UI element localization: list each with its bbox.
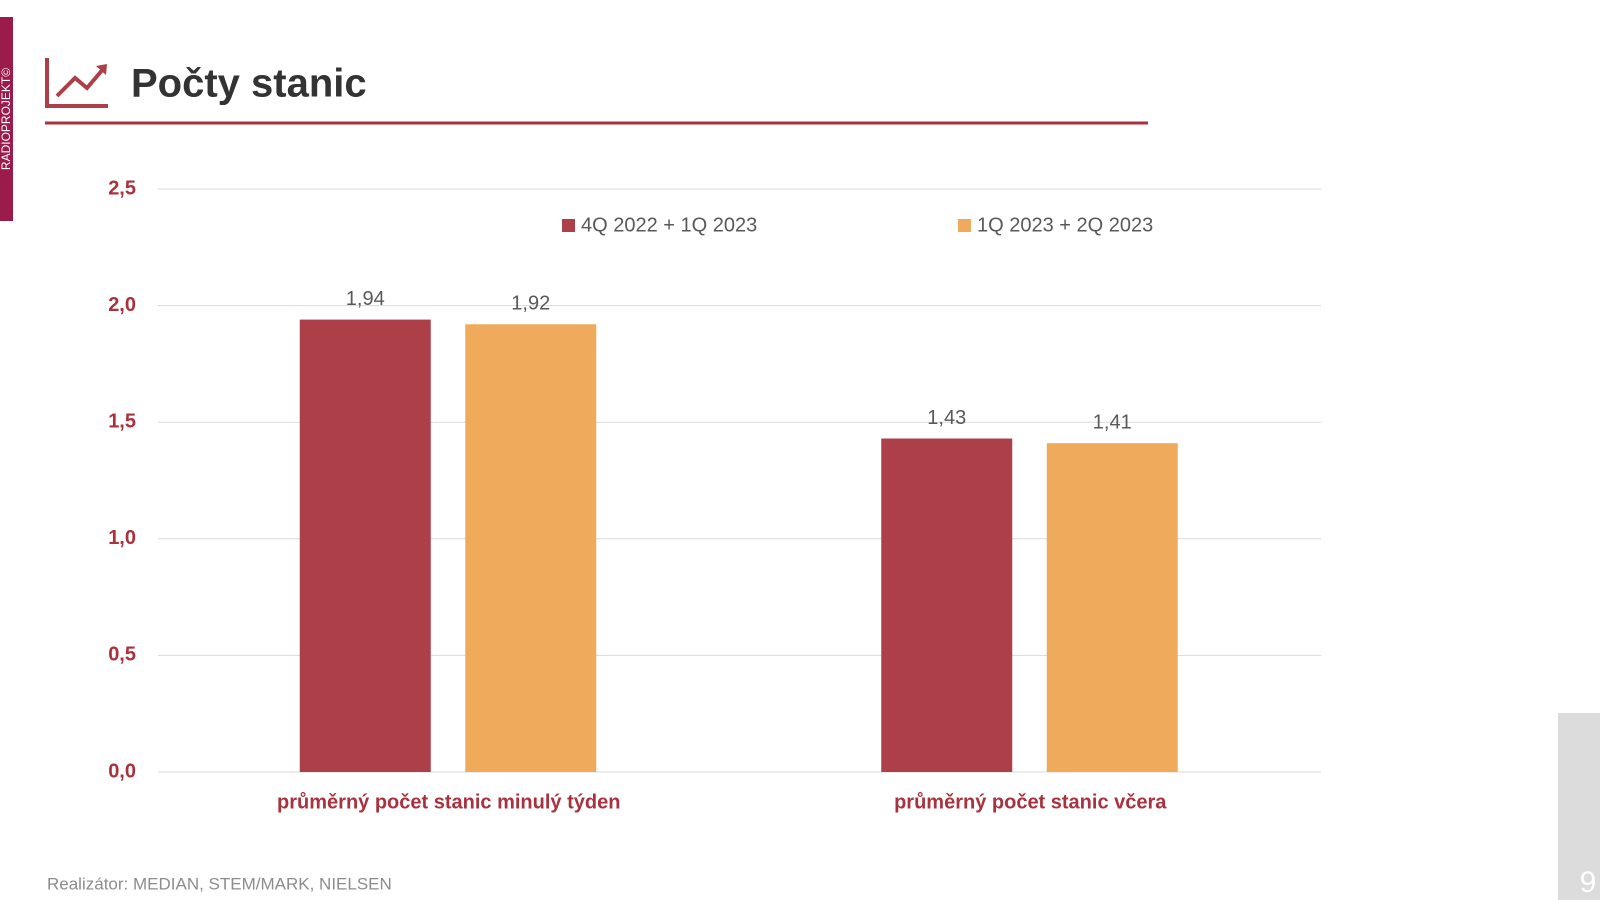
chart-title: Počty stanic (131, 62, 367, 106)
legend-label: 4Q 2022 + 1Q 2023 (581, 214, 757, 236)
x-tick-label: průměrný počet stanic včera (894, 791, 1167, 813)
legend-label: 1Q 2023 + 2Q 2023 (977, 214, 1153, 236)
page-tab (1558, 713, 1600, 900)
y-tick-label: 0,0 (108, 760, 136, 782)
y-tick-label: 1,0 (108, 527, 136, 549)
legend-swatch (958, 219, 971, 232)
page-number: 9 (1580, 866, 1597, 899)
y-tick-label: 2,0 (108, 294, 136, 316)
bar (1046, 443, 1178, 772)
footer: Realizátor: MEDIAN, STEM/MARK, NIELSEN (47, 874, 392, 893)
side-label: RADIOPROJEKT© (0, 68, 13, 170)
bar (299, 319, 431, 772)
x-tick-label: průměrný počet stanic minulý týden (277, 791, 620, 813)
legend-swatch (562, 219, 575, 232)
value-label: 1,43 (927, 407, 966, 429)
value-label: 1,92 (511, 293, 550, 315)
value-label: 1,41 (1093, 411, 1132, 433)
y-tick-label: 2,5 (108, 177, 136, 199)
value-label: 1,94 (346, 288, 385, 310)
title-icon (45, 58, 108, 108)
y-tick-label: 0,5 (108, 644, 136, 666)
side-bar (0, 17, 13, 221)
bar (881, 438, 1013, 772)
y-tick-label: 1,5 (108, 410, 136, 432)
bar (465, 324, 597, 772)
